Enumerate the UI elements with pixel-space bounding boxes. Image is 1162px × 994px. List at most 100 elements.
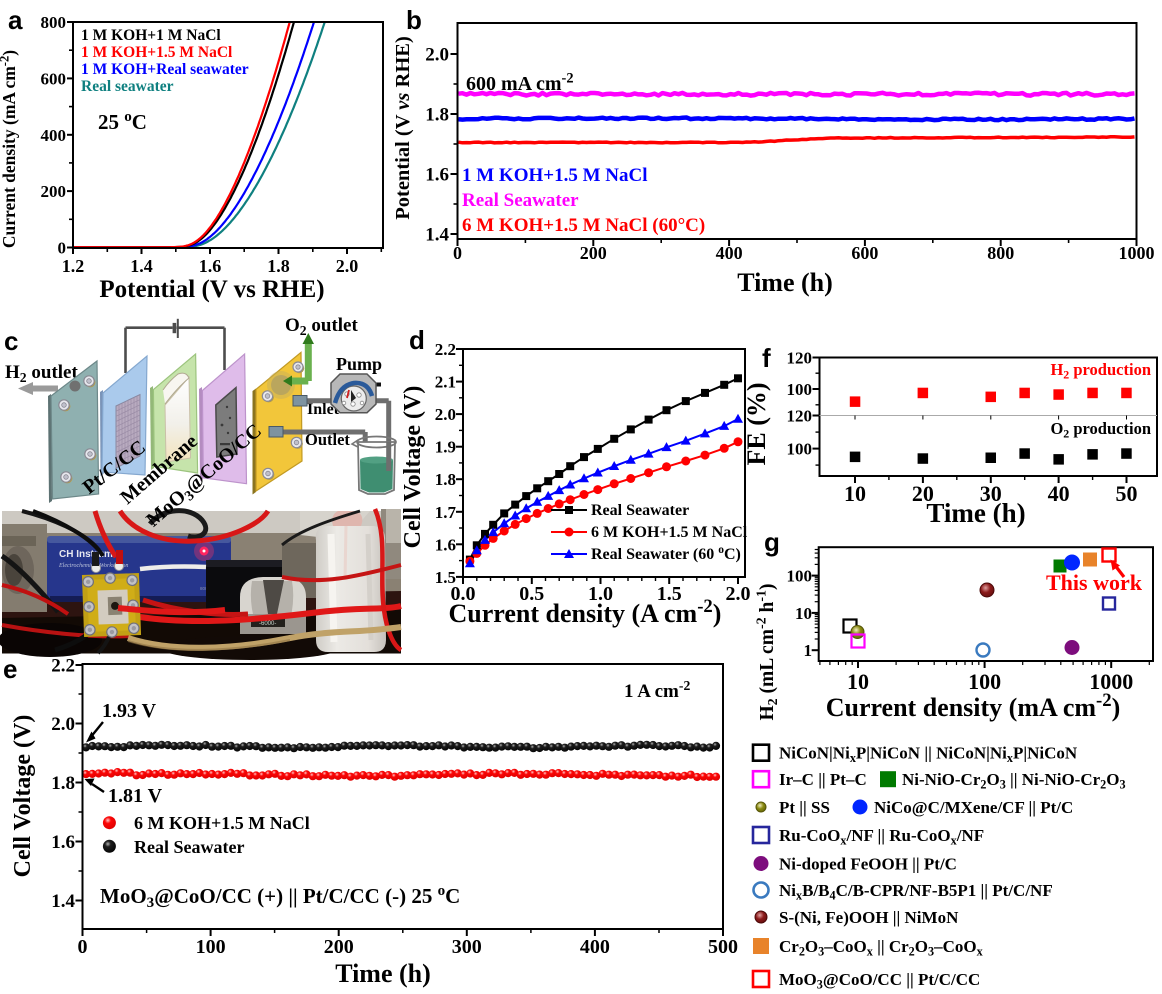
svg-text:1 M KOH+Real seawater: 1 M KOH+Real seawater: [81, 61, 249, 78]
svg-text:800: 800: [41, 13, 67, 32]
svg-text:1000: 1000: [1119, 243, 1155, 263]
svg-text:a: a: [8, 5, 23, 35]
svg-text:1.5: 1.5: [435, 568, 456, 587]
svg-text:Current density (A cm-2): Current density (A cm-2): [449, 596, 722, 628]
svg-text:Ni-NiO-Cr2O3 || Ni-NiO-Cr2O3: Ni-NiO-Cr2O3 || Ni-NiO-Cr2O3: [902, 770, 1126, 791]
svg-text:1.8: 1.8: [425, 105, 449, 126]
svg-text:600 mA cm-2: 600 mA cm-2: [466, 70, 574, 95]
svg-text:NiCo@C/MXene/CF || Pt/C: NiCo@C/MXene/CF || Pt/C: [874, 798, 1073, 817]
svg-text:Real Seawater (60 oC): Real Seawater (60 oC): [591, 544, 741, 563]
svg-text:FE (%): FE (%): [742, 382, 771, 465]
svg-text:NiCoN|NixP|NiCoN || NiCoN|NixP: NiCoN|NixP|NiCoN || NiCoN|NixP|NiCoN: [779, 744, 1078, 765]
svg-text:2.1: 2.1: [435, 373, 456, 392]
svg-text:Real Seawater: Real Seawater: [591, 502, 689, 519]
svg-text:2.2: 2.2: [51, 656, 75, 677]
svg-text:H2 (mL cm-2 h-1): H2 (mL cm-2 h-1): [755, 583, 781, 720]
svg-text:Outlet: Outlet: [305, 430, 350, 449]
svg-text:f: f: [762, 343, 771, 373]
svg-text:1.93 V: 1.93 V: [102, 700, 157, 722]
svg-text:Time (h): Time (h): [926, 498, 1025, 528]
svg-text:6 M KOH+1.5 M NaCl: 6 M KOH+1.5 M NaCl: [134, 813, 310, 833]
svg-text:d: d: [409, 325, 425, 355]
svg-text:1 M KOH+1.5 M NaCl: 1 M KOH+1.5 M NaCl: [462, 165, 648, 186]
svg-text:6 M KOH+1.5 M NaCl: 6 M KOH+1.5 M NaCl: [591, 524, 748, 541]
svg-text:Real Seawater: Real Seawater: [462, 190, 579, 211]
svg-text:0: 0: [453, 243, 462, 263]
svg-text:50: 50: [1116, 481, 1138, 506]
svg-text:120: 120: [787, 349, 813, 368]
svg-text:200: 200: [580, 243, 607, 263]
svg-text:Ru-CoOx/NF || Ru-CoOx/NF: Ru-CoOx/NF || Ru-CoOx/NF: [779, 826, 984, 847]
svg-text:400: 400: [716, 243, 743, 263]
svg-text:10: 10: [844, 481, 866, 506]
svg-text:1.9: 1.9: [435, 438, 456, 457]
svg-text:CH Instrum: CH Instrum: [59, 549, 113, 560]
svg-text:1.81 V: 1.81 V: [108, 785, 163, 807]
svg-text:Real seawater: Real seawater: [81, 78, 174, 95]
svg-text:2.0: 2.0: [336, 256, 359, 276]
svg-text:H2 production: H2 production: [1050, 360, 1151, 381]
svg-text:Time (h): Time (h): [335, 959, 431, 988]
svg-text:e: e: [3, 654, 17, 684]
svg-text:Ir–C || Pt–C: Ir–C || Pt–C: [779, 770, 867, 789]
svg-text:200: 200: [324, 936, 354, 958]
svg-text:25 oC: 25 oC: [98, 109, 147, 134]
svg-text:200: 200: [41, 182, 67, 201]
svg-text:1 M KOH+1.5 M NaCl: 1 M KOH+1.5 M NaCl: [81, 44, 233, 61]
svg-text:Time (h): Time (h): [737, 268, 833, 297]
svg-text:100: 100: [787, 380, 813, 399]
svg-text:100: 100: [787, 567, 813, 586]
svg-text:MoO3@CoO/CC || Pt/C/CC: MoO3@CoO/CC || Pt/C/CC: [779, 970, 980, 989]
svg-text:10: 10: [795, 604, 812, 623]
svg-text:1 M KOH+1 M NaCl: 1 M KOH+1 M NaCl: [81, 27, 221, 44]
svg-text:40: 40: [1048, 481, 1070, 506]
svg-text:1 A cm-2: 1 A cm-2: [624, 678, 690, 702]
svg-text:20: 20: [912, 481, 934, 506]
svg-text:-6000-: -6000-: [259, 621, 276, 627]
svg-text:100: 100: [787, 440, 813, 459]
svg-text:Cr2O3–CoOx || Cr2O3–CoOx: Cr2O3–CoOx || Cr2O3–CoOx: [779, 937, 984, 958]
svg-text:1.8: 1.8: [267, 256, 290, 276]
svg-text:1.0: 1.0: [588, 583, 613, 605]
svg-text:2.0: 2.0: [51, 714, 75, 735]
svg-text:H2 outlet: H2 outlet: [5, 362, 78, 385]
svg-text:This work: This work: [1046, 570, 1143, 595]
svg-text:Cell Voltage (V): Cell Voltage (V): [10, 715, 36, 878]
svg-text:2.0: 2.0: [435, 405, 456, 424]
svg-text:1000: 1000: [1089, 669, 1133, 694]
svg-text:Pt || SS: Pt || SS: [779, 798, 830, 817]
svg-text:1.4: 1.4: [130, 256, 153, 276]
svg-text:600: 600: [851, 243, 878, 263]
svg-text:0: 0: [58, 239, 67, 258]
svg-text:100: 100: [196, 936, 226, 958]
svg-text:g: g: [764, 527, 780, 557]
svg-text:500: 500: [708, 936, 738, 958]
svg-text:0.5: 0.5: [519, 583, 544, 605]
svg-text:Current density (mA cm-2): Current density (mA cm-2): [0, 50, 19, 248]
svg-text:1.7: 1.7: [435, 503, 457, 522]
svg-text:1.8: 1.8: [435, 470, 456, 489]
svg-text:1.2: 1.2: [62, 256, 85, 276]
svg-text:1.6: 1.6: [51, 832, 75, 853]
svg-text:0.0: 0.0: [451, 583, 476, 605]
svg-text:1.6: 1.6: [425, 165, 449, 186]
svg-text:Potential (V vs RHE): Potential (V vs RHE): [392, 36, 414, 220]
svg-text:1.4: 1.4: [425, 225, 449, 246]
svg-text:Cell Voltage (V): Cell Voltage (V): [400, 386, 426, 549]
svg-text:120: 120: [787, 407, 813, 426]
svg-text:2.0: 2.0: [726, 583, 751, 605]
svg-text:Pump: Pump: [336, 354, 382, 374]
svg-text:1.4: 1.4: [51, 891, 75, 912]
svg-text:6 M KOH+1.5 M NaCl (60°C): 6 M KOH+1.5 M NaCl (60°C): [462, 215, 705, 236]
svg-text:Potential (V vs RHE): Potential (V vs RHE): [99, 276, 324, 303]
svg-text:Real Seawater: Real Seawater: [134, 837, 244, 857]
svg-text:MoO3@CoO/CC (+) || Pt/C/CC (-): MoO3@CoO/CC (+) || Pt/C/CC (-) 25 oC: [100, 883, 460, 911]
svg-text:400: 400: [580, 936, 610, 958]
svg-text:S-(Ni, Fe)OOH || NiMoN: S-(Ni, Fe)OOH || NiMoN: [779, 908, 959, 927]
svg-text:300: 300: [452, 936, 482, 958]
svg-text:600: 600: [41, 69, 67, 88]
svg-text:NixB/B4C/B-CPR/NF-B5P1 || Pt/C: NixB/B4C/B-CPR/NF-B5P1 || Pt/C/NF: [779, 881, 1053, 902]
svg-text:1.5: 1.5: [657, 583, 682, 605]
svg-text:800: 800: [987, 243, 1014, 263]
svg-text:400: 400: [41, 126, 67, 145]
